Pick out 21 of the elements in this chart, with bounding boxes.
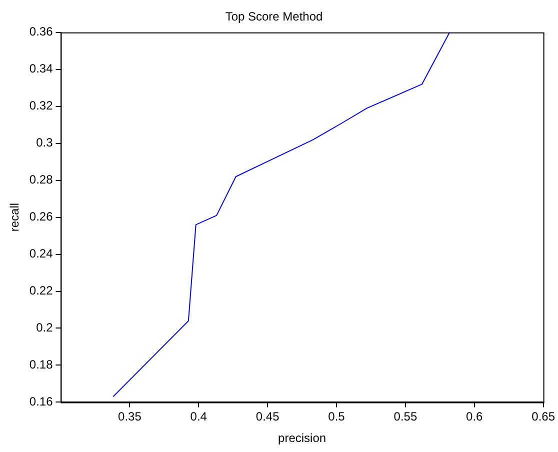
y-axis-title: recall [8, 202, 22, 232]
x-tick-label: 0.4 [190, 410, 208, 424]
y-tick-label: 0.3 [36, 136, 54, 150]
y-tick-label: 0.18 [29, 358, 54, 372]
y-tick-label: 0.24 [29, 246, 54, 261]
x-tick-label: 0.6 [466, 410, 484, 424]
y-tick-label: 0.22 [29, 284, 54, 298]
x-tick-label: 0.55 [394, 410, 418, 424]
y-tick-label: 0.16 [29, 394, 54, 409]
y-tick-label: 0.34 [29, 62, 54, 76]
y-tick-label: 0.32 [29, 98, 54, 113]
y-tick-label: 0.28 [29, 172, 54, 187]
y-tick-label: 0.2 [36, 320, 54, 335]
x-tick-label: 0.35 [118, 410, 142, 424]
x-tick-label: 0.45 [256, 410, 280, 424]
x-tick-label: 0.65 [532, 410, 556, 424]
y-tick-label: 0.26 [29, 210, 54, 224]
x-axis-title: precision [278, 431, 326, 446]
y-tick-label: 0.36 [29, 24, 54, 39]
chart-title: Top Score Method [225, 10, 323, 24]
x-tick-label: 0.5 [328, 410, 346, 424]
